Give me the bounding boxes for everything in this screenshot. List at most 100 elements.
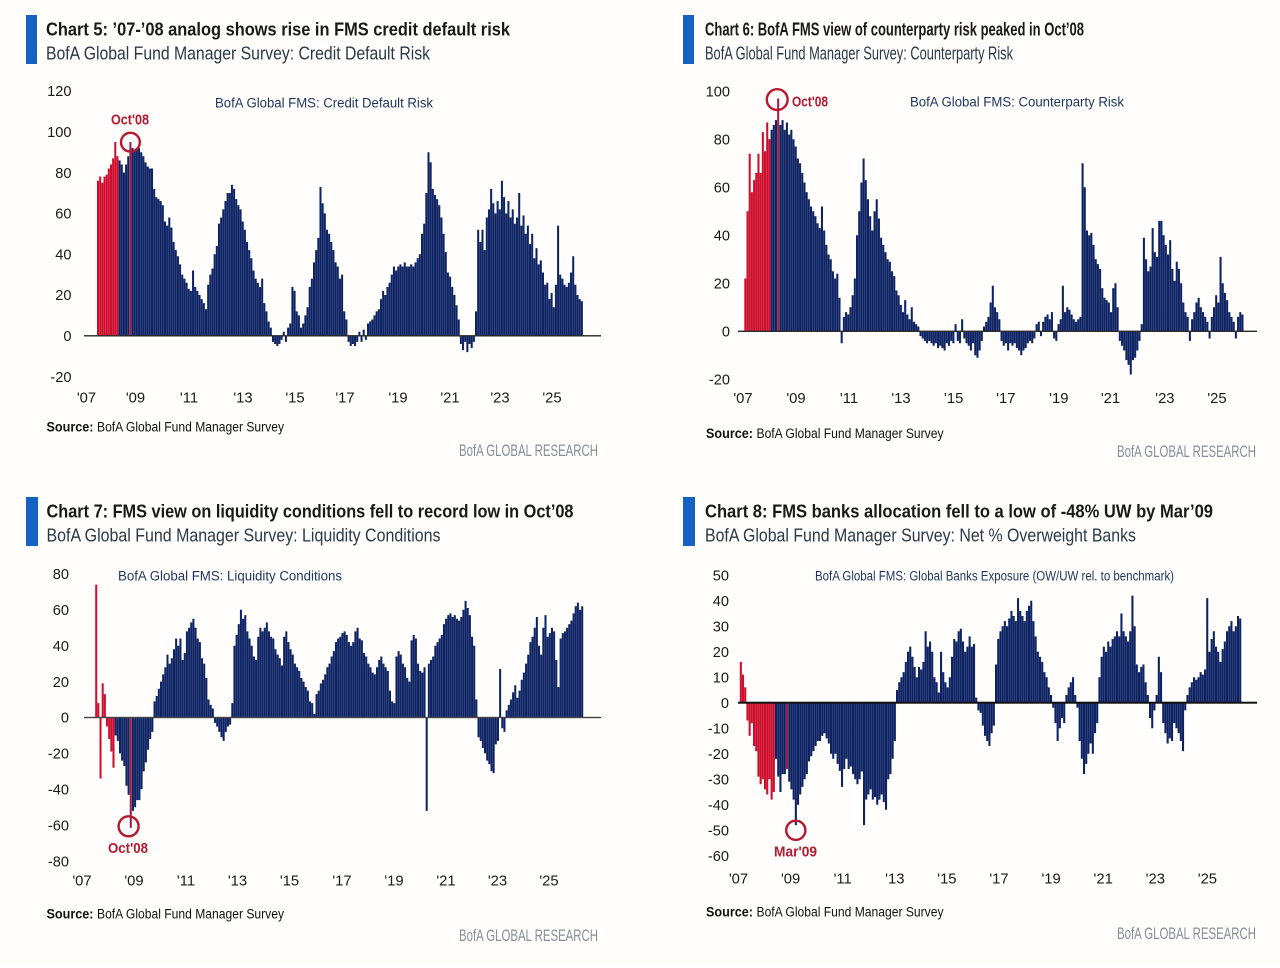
svg-text:'07: '07 — [72, 874, 91, 890]
svg-text:'17: '17 — [996, 391, 1015, 407]
svg-text:BofA Global Fund Manager Surve: BofA Global Fund Manager Survey: Net % O… — [705, 525, 1136, 545]
svg-text:'21: '21 — [1101, 391, 1120, 407]
svg-text:Chart 5: ’07-’08 analog shows: Chart 5: ’07-’08 analog shows rise in FM… — [46, 19, 511, 40]
svg-text:'21: '21 — [436, 874, 455, 890]
svg-text:Oct'08: Oct'08 — [108, 841, 148, 857]
svg-text:'19: '19 — [1041, 872, 1060, 888]
svg-text:BofA Global Fund Manager Surve: BofA Global Fund Manager Survey: Credit … — [46, 43, 431, 63]
svg-text:BofA GLOBAL RESEARCH: BofA GLOBAL RESEARCH — [1117, 925, 1256, 943]
svg-text:40: 40 — [53, 639, 69, 655]
svg-text:'25: '25 — [542, 391, 561, 407]
svg-text:'07: '07 — [733, 391, 752, 407]
svg-text:80: 80 — [53, 567, 69, 583]
svg-text:Source:: Source: — [47, 419, 94, 435]
svg-text:'25: '25 — [1207, 391, 1226, 407]
svg-text:'23: '23 — [488, 874, 507, 890]
svg-text:'07: '07 — [729, 872, 748, 888]
svg-text:BofA Global FMS: Counterparty: BofA Global FMS: Counterparty Risk — [910, 95, 1125, 111]
svg-text:BofA Global Fund Manager Surve: BofA Global Fund Manager Survey: Counter… — [705, 43, 1014, 63]
svg-text:60: 60 — [55, 207, 71, 223]
svg-text:'13: '13 — [228, 874, 247, 890]
svg-text:100: 100 — [706, 85, 730, 101]
svg-text:'11: '11 — [177, 874, 195, 890]
svg-text:'21: '21 — [440, 391, 459, 407]
svg-text:'23: '23 — [490, 391, 509, 407]
svg-text:'17: '17 — [332, 874, 351, 890]
svg-text:'15: '15 — [944, 391, 963, 407]
svg-text:40: 40 — [714, 229, 730, 245]
svg-text:20: 20 — [714, 277, 730, 293]
svg-text:40: 40 — [713, 594, 729, 610]
svg-text:'09: '09 — [781, 872, 800, 888]
svg-text:-20: -20 — [50, 370, 71, 386]
svg-text:'25: '25 — [539, 874, 558, 890]
svg-text:60: 60 — [714, 181, 730, 197]
svg-text:'11: '11 — [834, 872, 852, 888]
svg-text:'19: '19 — [1049, 391, 1068, 407]
svg-text:'21: '21 — [1094, 872, 1113, 888]
svg-text:'13: '13 — [885, 872, 904, 888]
svg-text:-50: -50 — [708, 823, 729, 839]
svg-text:Oct'08: Oct'08 — [792, 95, 828, 111]
svg-text:'15: '15 — [937, 872, 956, 888]
svg-text:-20: -20 — [709, 373, 730, 389]
svg-text:0: 0 — [722, 325, 730, 341]
svg-text:-60: -60 — [708, 849, 729, 865]
svg-text:'19: '19 — [388, 391, 407, 407]
svg-text:BofA GLOBAL RESEARCH: BofA GLOBAL RESEARCH — [459, 927, 598, 945]
svg-text:'13: '13 — [233, 391, 252, 407]
svg-text:20: 20 — [713, 645, 729, 661]
svg-text:-40: -40 — [708, 798, 729, 814]
svg-text:'11: '11 — [180, 391, 198, 407]
svg-text:BofA Global Fund Manager Surve: BofA Global Fund Manager Survey — [97, 419, 285, 435]
svg-text:'15: '15 — [280, 874, 299, 890]
svg-text:20: 20 — [53, 675, 69, 691]
svg-text:BofA Global FMS: Credit Defaul: BofA Global FMS: Credit Default Risk — [215, 96, 434, 112]
svg-text:Chart 6: BofA FMS view of coun: Chart 6: BofA FMS view of counterparty r… — [705, 19, 1084, 40]
svg-text:BofA Global Fund Manager Surve: BofA Global Fund Manager Survey — [757, 426, 945, 442]
svg-text:'15: '15 — [285, 391, 304, 407]
svg-text:50: 50 — [713, 568, 729, 584]
svg-text:BofA Global Fund Manager Surve: BofA Global Fund Manager Survey — [97, 906, 285, 922]
svg-text:Chart 8: FMS banks allocation: Chart 8: FMS banks allocation fell to a … — [705, 501, 1213, 522]
svg-text:20: 20 — [55, 288, 71, 304]
svg-text:'09: '09 — [126, 391, 145, 407]
svg-text:BofA Global FMS: Global Banks: BofA Global FMS: Global Banks Exposure (… — [815, 569, 1174, 585]
svg-text:'19: '19 — [384, 874, 403, 890]
svg-text:'13: '13 — [891, 391, 910, 407]
svg-text:BofA Global Fund Manager Surve: BofA Global Fund Manager Survey: Liquidi… — [47, 525, 441, 545]
svg-text:30: 30 — [713, 619, 729, 635]
svg-text:'23: '23 — [1155, 391, 1174, 407]
svg-text:80: 80 — [714, 133, 730, 149]
svg-text:'23: '23 — [1146, 872, 1165, 888]
svg-text:-20: -20 — [708, 747, 729, 763]
svg-text:0: 0 — [61, 711, 69, 727]
svg-text:40: 40 — [55, 247, 71, 263]
svg-text:BofA Global Fund Manager Surve: BofA Global Fund Manager Survey — [757, 904, 945, 920]
svg-text:BofA Global FMS: Liquidity Con: BofA Global FMS: Liquidity Conditions — [118, 569, 342, 585]
svg-text:-20: -20 — [48, 747, 69, 763]
svg-text:0: 0 — [721, 696, 729, 712]
svg-text:'17: '17 — [989, 872, 1008, 888]
svg-text:'11: '11 — [840, 391, 858, 407]
svg-text:Source:: Source: — [706, 904, 753, 920]
svg-text:-10: -10 — [708, 721, 729, 737]
svg-text:10: 10 — [713, 670, 729, 686]
svg-text:-80: -80 — [48, 854, 69, 870]
svg-text:'25: '25 — [1198, 872, 1217, 888]
svg-text:BofA GLOBAL RESEARCH: BofA GLOBAL RESEARCH — [1117, 443, 1256, 461]
svg-text:-40: -40 — [48, 783, 69, 799]
svg-text:120: 120 — [47, 84, 71, 100]
svg-text:-60: -60 — [48, 818, 69, 834]
svg-text:'07: '07 — [77, 391, 96, 407]
svg-text:'09: '09 — [124, 874, 143, 890]
svg-text:100: 100 — [47, 125, 71, 141]
svg-text:Source:: Source: — [706, 426, 753, 442]
svg-text:BofA GLOBAL RESEARCH: BofA GLOBAL RESEARCH — [459, 442, 598, 460]
svg-text:-30: -30 — [708, 772, 729, 788]
svg-text:Oct'08: Oct'08 — [111, 113, 149, 129]
svg-text:0: 0 — [63, 329, 71, 345]
svg-text:Source:: Source: — [47, 906, 94, 922]
svg-text:Mar'09: Mar'09 — [774, 845, 817, 861]
svg-text:Chart 7: FMS view on liquidity: Chart 7: FMS view on liquidity condition… — [47, 501, 574, 522]
